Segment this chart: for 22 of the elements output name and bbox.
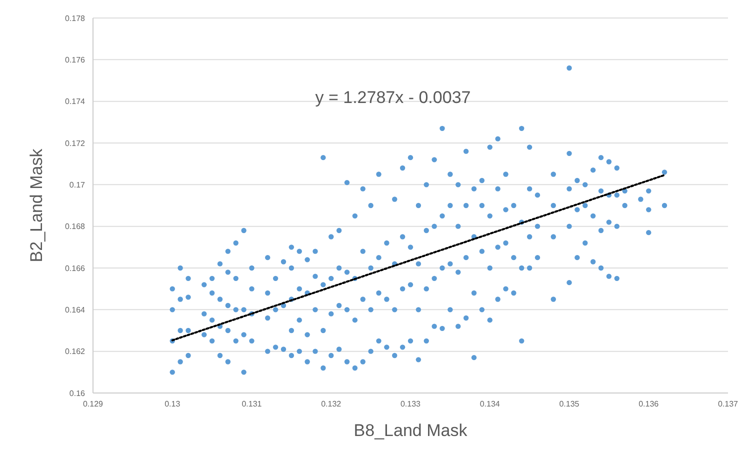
- y-tick-label: 0.172: [64, 138, 86, 148]
- x-tick-label: 0.132: [321, 400, 342, 409]
- y-tick-label: 0.162: [64, 347, 86, 356]
- y-tick-label: 0.166: [64, 264, 86, 273]
- x-tick-label: 0.134: [480, 400, 500, 409]
- x-tick-label: 0.135: [559, 400, 580, 409]
- x-tick-label: 0.137: [718, 400, 739, 409]
- x-tick-label: 0.136: [638, 400, 660, 409]
- y-tick-label: 0.168: [64, 222, 86, 232]
- x-axis-title: B8_Land Mask: [354, 421, 468, 440]
- y-tick-label: 0.164: [64, 306, 86, 315]
- y-tick-label: 0.174: [64, 97, 86, 106]
- y-tick-label: 0.17: [69, 180, 86, 190]
- annotation: y = 1.2787x - 0.0037: [315, 88, 471, 107]
- y-tick-label: 0.16: [69, 388, 86, 398]
- x-tick-label: 0.133: [400, 400, 422, 409]
- x-tick-label: 0.13: [164, 400, 181, 409]
- y-tick-label: 0.178: [64, 14, 86, 23]
- y-axis-title: B2_Land Mask: [27, 148, 46, 262]
- x-tick-label: 0.129: [82, 400, 104, 409]
- x-tick-label: 0.131: [242, 400, 262, 409]
- y-tick-label: 0.176: [64, 56, 86, 65]
